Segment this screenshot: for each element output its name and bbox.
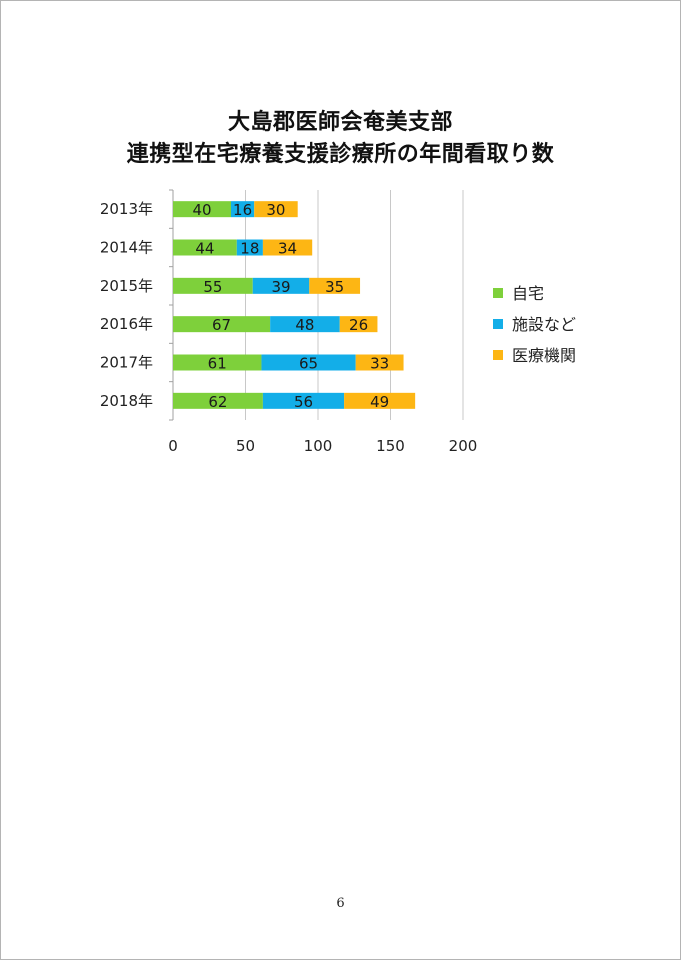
bar-segment (262, 392, 345, 409)
data-label: 34 (278, 240, 297, 258)
bar-segment (252, 277, 310, 294)
page-number: 6 (336, 896, 345, 911)
data-label: 55 (203, 278, 222, 296)
legend-swatch (493, 288, 503, 298)
bar-segment (355, 354, 404, 371)
data-label: 61 (208, 355, 227, 373)
data-label: 48 (295, 316, 314, 334)
category-label: 2014年 (100, 239, 153, 257)
legend-label: 医療機関 (512, 346, 576, 365)
bar-segment (254, 201, 298, 218)
stacked-bar-chart: 0 50 100 150 200 2013年 40 16 30 2014年 44 18 34 2015年 5… (100, 189, 576, 455)
bar-segment (236, 239, 263, 256)
data-label: 18 (240, 240, 259, 258)
chart-title-line-1: 大島郡医師会奄美支部 (227, 110, 453, 135)
bar-segment (173, 354, 262, 371)
category-label: 2015年 (100, 277, 153, 295)
legend-label: 施設など (512, 315, 576, 334)
bar-segment (344, 392, 416, 409)
bar-segment (173, 277, 253, 294)
legend-label: 自宅 (512, 284, 544, 303)
data-label: 39 (271, 278, 290, 296)
x-tick-label: 200 (449, 437, 478, 455)
x-tick-label: 100 (304, 437, 333, 455)
chart-title-line-2: 連携型在宅療養支援診療所の年間看取り数 (126, 142, 555, 167)
data-label: 16 (233, 201, 252, 219)
data-label: 35 (325, 278, 344, 296)
data-label: 49 (370, 393, 389, 411)
bar-segment (173, 239, 237, 256)
bar-segment (173, 316, 271, 333)
bar-segment (339, 316, 378, 333)
data-label: 40 (192, 201, 211, 219)
data-label: 56 (294, 393, 313, 411)
data-label: 26 (349, 316, 368, 334)
legend-swatch (493, 319, 503, 329)
category-label: 2013年 (100, 200, 153, 218)
bar-segment (261, 354, 356, 371)
bar-segment (231, 201, 255, 218)
x-tick-label: 150 (376, 437, 405, 455)
data-label: 67 (212, 316, 231, 334)
data-label: 30 (266, 201, 285, 219)
data-label: 62 (208, 393, 227, 411)
category-label: 2017年 (100, 354, 153, 372)
bar-segment (262, 239, 313, 256)
category-label: 2018年 (100, 392, 153, 410)
x-tick-label: 50 (236, 437, 255, 455)
bar-segment (309, 277, 361, 294)
data-label: 65 (299, 355, 318, 373)
category-label: 2016年 (100, 315, 153, 333)
data-label: 44 (195, 240, 214, 258)
x-tick-label: 0 (168, 437, 178, 455)
data-label: 33 (370, 355, 389, 373)
bar-segment (270, 316, 340, 333)
legend-swatch (493, 350, 503, 360)
bar-segment (173, 392, 263, 409)
bar-segment (173, 201, 231, 218)
